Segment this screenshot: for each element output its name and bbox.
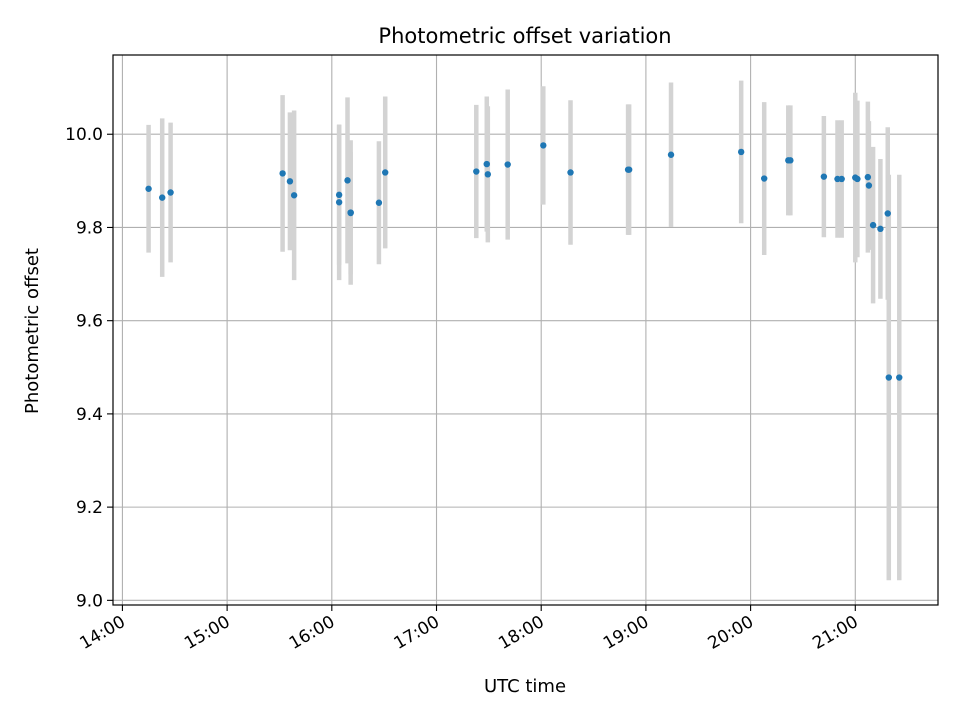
data-point [540,142,547,149]
data-point [896,374,903,381]
data-point [667,151,675,158]
data-point [473,168,480,175]
data-point [737,148,745,156]
y-tick-label: 9.4 [76,405,103,425]
data-point [375,199,383,206]
y-tick-label: 9.6 [76,312,103,332]
data-point [567,169,574,176]
data-point [877,225,884,233]
data-point [145,185,152,192]
data-point [885,374,892,381]
data-point [761,175,768,182]
data-point [382,169,389,176]
data-point [787,157,794,164]
chart-title: Photometric offset variation [378,24,671,48]
data-point [335,191,343,199]
y-tick-label: 10.0 [65,125,103,145]
data-point [820,173,828,180]
data-point [286,178,294,185]
data-point [484,171,492,178]
data-point [854,175,861,183]
plot-frame [112,54,939,606]
y-tick-label: 9.2 [76,498,103,518]
x-axis-label: UTC time [484,676,566,697]
data-point [167,189,174,196]
data-point [290,192,298,199]
data-point [344,177,351,184]
y-axis-label: Photometric offset [22,248,43,414]
data-point [869,221,877,229]
data-point [864,173,872,181]
data-point [159,194,166,201]
grid [113,55,938,605]
data-point [279,170,286,177]
data-point [625,166,633,173]
y-tick-label: 9.0 [76,591,103,611]
data-point [838,175,845,183]
data-point [504,161,511,168]
data-point [335,199,343,206]
data-point [865,182,873,189]
data-point [884,210,891,217]
data-point [483,160,490,168]
data-points [145,142,903,381]
y-tick-label: 9.8 [76,218,103,238]
y-axis-ticks: 9.0 9.2 9.4 9.6 9.8 10.0 [65,125,113,611]
data-point [347,209,354,217]
